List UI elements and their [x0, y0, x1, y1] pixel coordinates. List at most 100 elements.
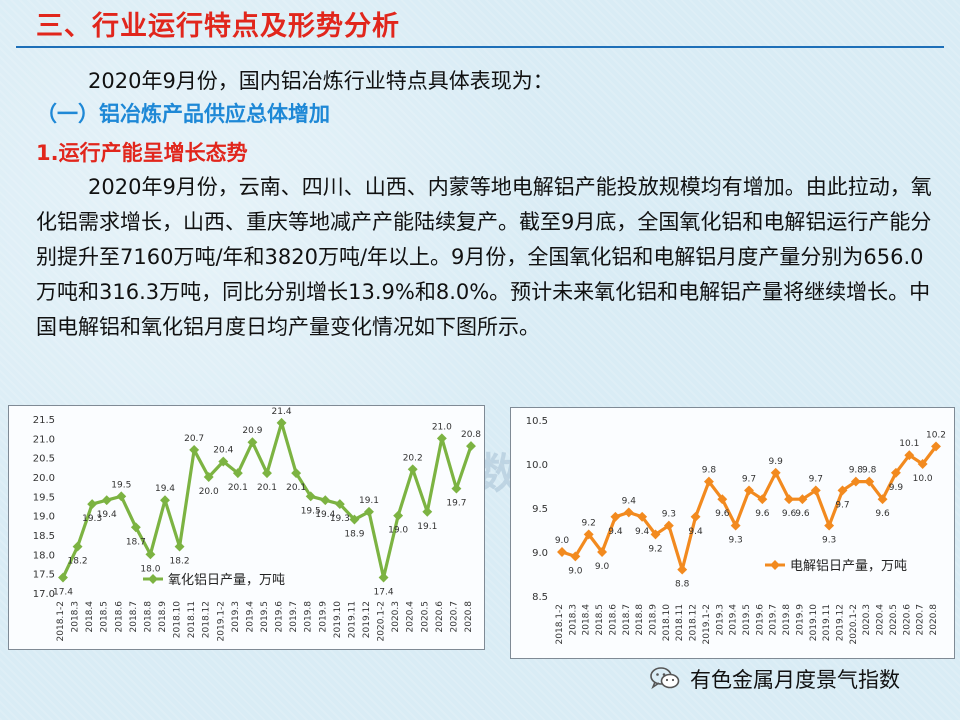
chart1-x-tick-label: 2019.10	[333, 601, 343, 638]
body-paragraph: 2020年9月份，云南、四川、山西、内蒙等地电解铝产能投放规模均有增加。由此拉动…	[36, 175, 932, 339]
chart2-x-tick-label: 2020.1-2	[849, 604, 859, 644]
chart1-data-point	[58, 572, 68, 583]
chart2-x-tick-label: 2018.5	[595, 604, 605, 636]
chart2-data-label: 9.0	[595, 562, 610, 572]
chart2-x-tick-label: 2018.9	[649, 604, 659, 636]
electrolytic-aluminum-chart: 8.5 9.0 9.5 10.0 10.5 2018.1-2 2018.3 2018.4 201…	[510, 407, 955, 659]
chart1-data-point	[203, 472, 214, 482]
chart2-data-label: 9.8	[849, 466, 864, 476]
chart1-y-tick-label: 17.5	[33, 570, 55, 581]
chart1-data-point	[174, 541, 185, 552]
chart2-y-tick-label: 8.5	[532, 592, 548, 603]
chart2-x-tick-label: 2020.7	[916, 604, 926, 636]
chart2-data-label: 10.0	[913, 474, 933, 484]
chart2-x-tick-label: 2019.3	[715, 604, 725, 636]
chart1-x-tick-label: 2019.12	[362, 601, 372, 638]
chart1-x-tick-label: 2019.1-2	[216, 601, 226, 641]
chart1-x-tick-label: 2019.3	[231, 601, 241, 633]
chart1-data-point	[87, 499, 98, 510]
chart1-data-label: 20.1	[228, 483, 248, 493]
chart1-y-tick-label: 19.5	[33, 492, 55, 503]
chart2-data-label: 9.4	[635, 527, 650, 537]
chart2-data-label: 9.6	[875, 509, 890, 519]
chart1-x-tick-label: 2018.4	[85, 601, 95, 633]
chart1-x-tick-label: 2020.3	[391, 601, 401, 633]
chart1-data-label: 19.4	[155, 484, 175, 494]
chart1-x-tick-label: 2018.5	[100, 601, 110, 633]
chart2-series-line	[561, 445, 938, 572]
chart2-x-tick-label: 2018.10	[662, 604, 672, 641]
chart1-legend-marker	[148, 574, 158, 584]
chart2-x-tick-label: 2020.5	[889, 604, 899, 636]
chart1-data-point	[451, 483, 462, 494]
footer-text: 有色金属月度景气指数	[690, 668, 900, 692]
chart2-x-tick-label: 2018.4	[582, 604, 592, 636]
chart1-legend-label: 氧化铝日产量，万吨	[168, 573, 285, 588]
chart1-data-label: 17.4	[374, 588, 394, 598]
chart2-y-tick-label: 10.0	[526, 460, 548, 471]
alumina-chart-svg: 17.0 17.5 18.0 18.5 19.0 19.5 20.0 20.5 21.0 21.5…	[33, 407, 482, 642]
chart2-data-label: 9.7	[809, 474, 823, 484]
chart2-legend-label: 电解铝日产量，万吨	[790, 559, 907, 574]
chart1-data-label: 19.5	[111, 480, 131, 490]
chart1-data-point	[466, 441, 476, 452]
chart1-y-tick-label: 17.0	[33, 589, 55, 600]
chart2-x-tick-label: 2019.10	[809, 604, 819, 641]
chart2-x-tick-label: 2020.8	[929, 604, 939, 636]
chart1-series-line	[61, 421, 473, 580]
chart2-data-label: 9.6	[782, 509, 797, 519]
chart1-data-point	[262, 468, 272, 479]
chart2-y-tick-label: 9.5	[532, 504, 548, 515]
chart2-data-label: 9.8	[862, 466, 877, 476]
chart1-data-label: 17.4	[53, 588, 73, 598]
chart2-data-point	[864, 476, 875, 487]
chart2-data-point	[557, 547, 567, 557]
chart2-data-label: 9.0	[555, 536, 570, 546]
chart1-x-tick-label: 2019.9	[318, 601, 328, 633]
chart1-y-tick-label: 18.5	[33, 531, 55, 542]
chart2-data-point	[744, 485, 754, 496]
chart1-y-tick-label: 20.5	[33, 454, 55, 465]
chart1-x-tick-label: 2018.1-2	[56, 601, 66, 641]
chart1-data-point	[349, 514, 360, 525]
chart1-y-tick-label: 19.0	[33, 512, 55, 523]
chart2-data-label: 9.3	[728, 536, 742, 546]
chart2-data-point	[824, 520, 835, 531]
chart1-data-label: 20.4	[213, 446, 233, 456]
chart1-data-label: 19.3	[330, 514, 350, 524]
chart1-x-tick-label: 2020.1-2	[377, 601, 387, 641]
chart2-data-point	[610, 511, 621, 522]
chart2-data-point	[837, 485, 848, 496]
chart1-data-label: 20.7	[184, 434, 204, 444]
chart1-data-label: 20.1	[257, 483, 277, 493]
chart2-x-tick-label: 2018.1-2	[555, 604, 565, 644]
chart2-x-tick-label: 2018.11	[675, 604, 685, 641]
chart2-data-label: 9.7	[835, 500, 849, 510]
chart2-data-point	[890, 467, 901, 478]
chart1-data-point	[72, 541, 83, 552]
chart1-data-label: 18.2	[68, 557, 88, 567]
chart1-data-label: 18.9	[344, 530, 364, 540]
chart1-data-label: 20.2	[403, 453, 423, 463]
chart1-x-tick-label: 2020.5	[420, 601, 430, 633]
chart2-data-label: 9.4	[622, 496, 637, 506]
chart1-data-label: 19.1	[359, 496, 379, 506]
chart2-data-point	[690, 511, 701, 522]
chart1-x-tick-label: 2018.12	[202, 601, 212, 638]
chart2-data-point	[757, 494, 768, 505]
chart1-data-label: 19.1	[417, 522, 437, 532]
chart2-data-label: 10.2	[926, 430, 946, 440]
chart1-x-tick-label: 2018.8	[143, 601, 153, 633]
chart1-data-point	[116, 491, 127, 502]
chart2-x-tick-label: 2018.8	[635, 604, 645, 636]
chart2-data-point	[797, 494, 808, 505]
chart1-y-tick-label: 21.5	[33, 415, 55, 426]
chart2-x-tick-label: 2019.5	[742, 604, 752, 636]
chart1-data-point	[334, 499, 345, 510]
chart2-x-tick-label: 2019.11	[822, 604, 832, 641]
chart1-data-point	[101, 495, 112, 506]
chart1-data-label: 18.7	[126, 537, 146, 547]
chart1-x-tick-label: 2020.6	[435, 601, 445, 633]
chart2-data-point	[677, 564, 688, 575]
chart2-data-label: 10.1	[899, 439, 919, 449]
